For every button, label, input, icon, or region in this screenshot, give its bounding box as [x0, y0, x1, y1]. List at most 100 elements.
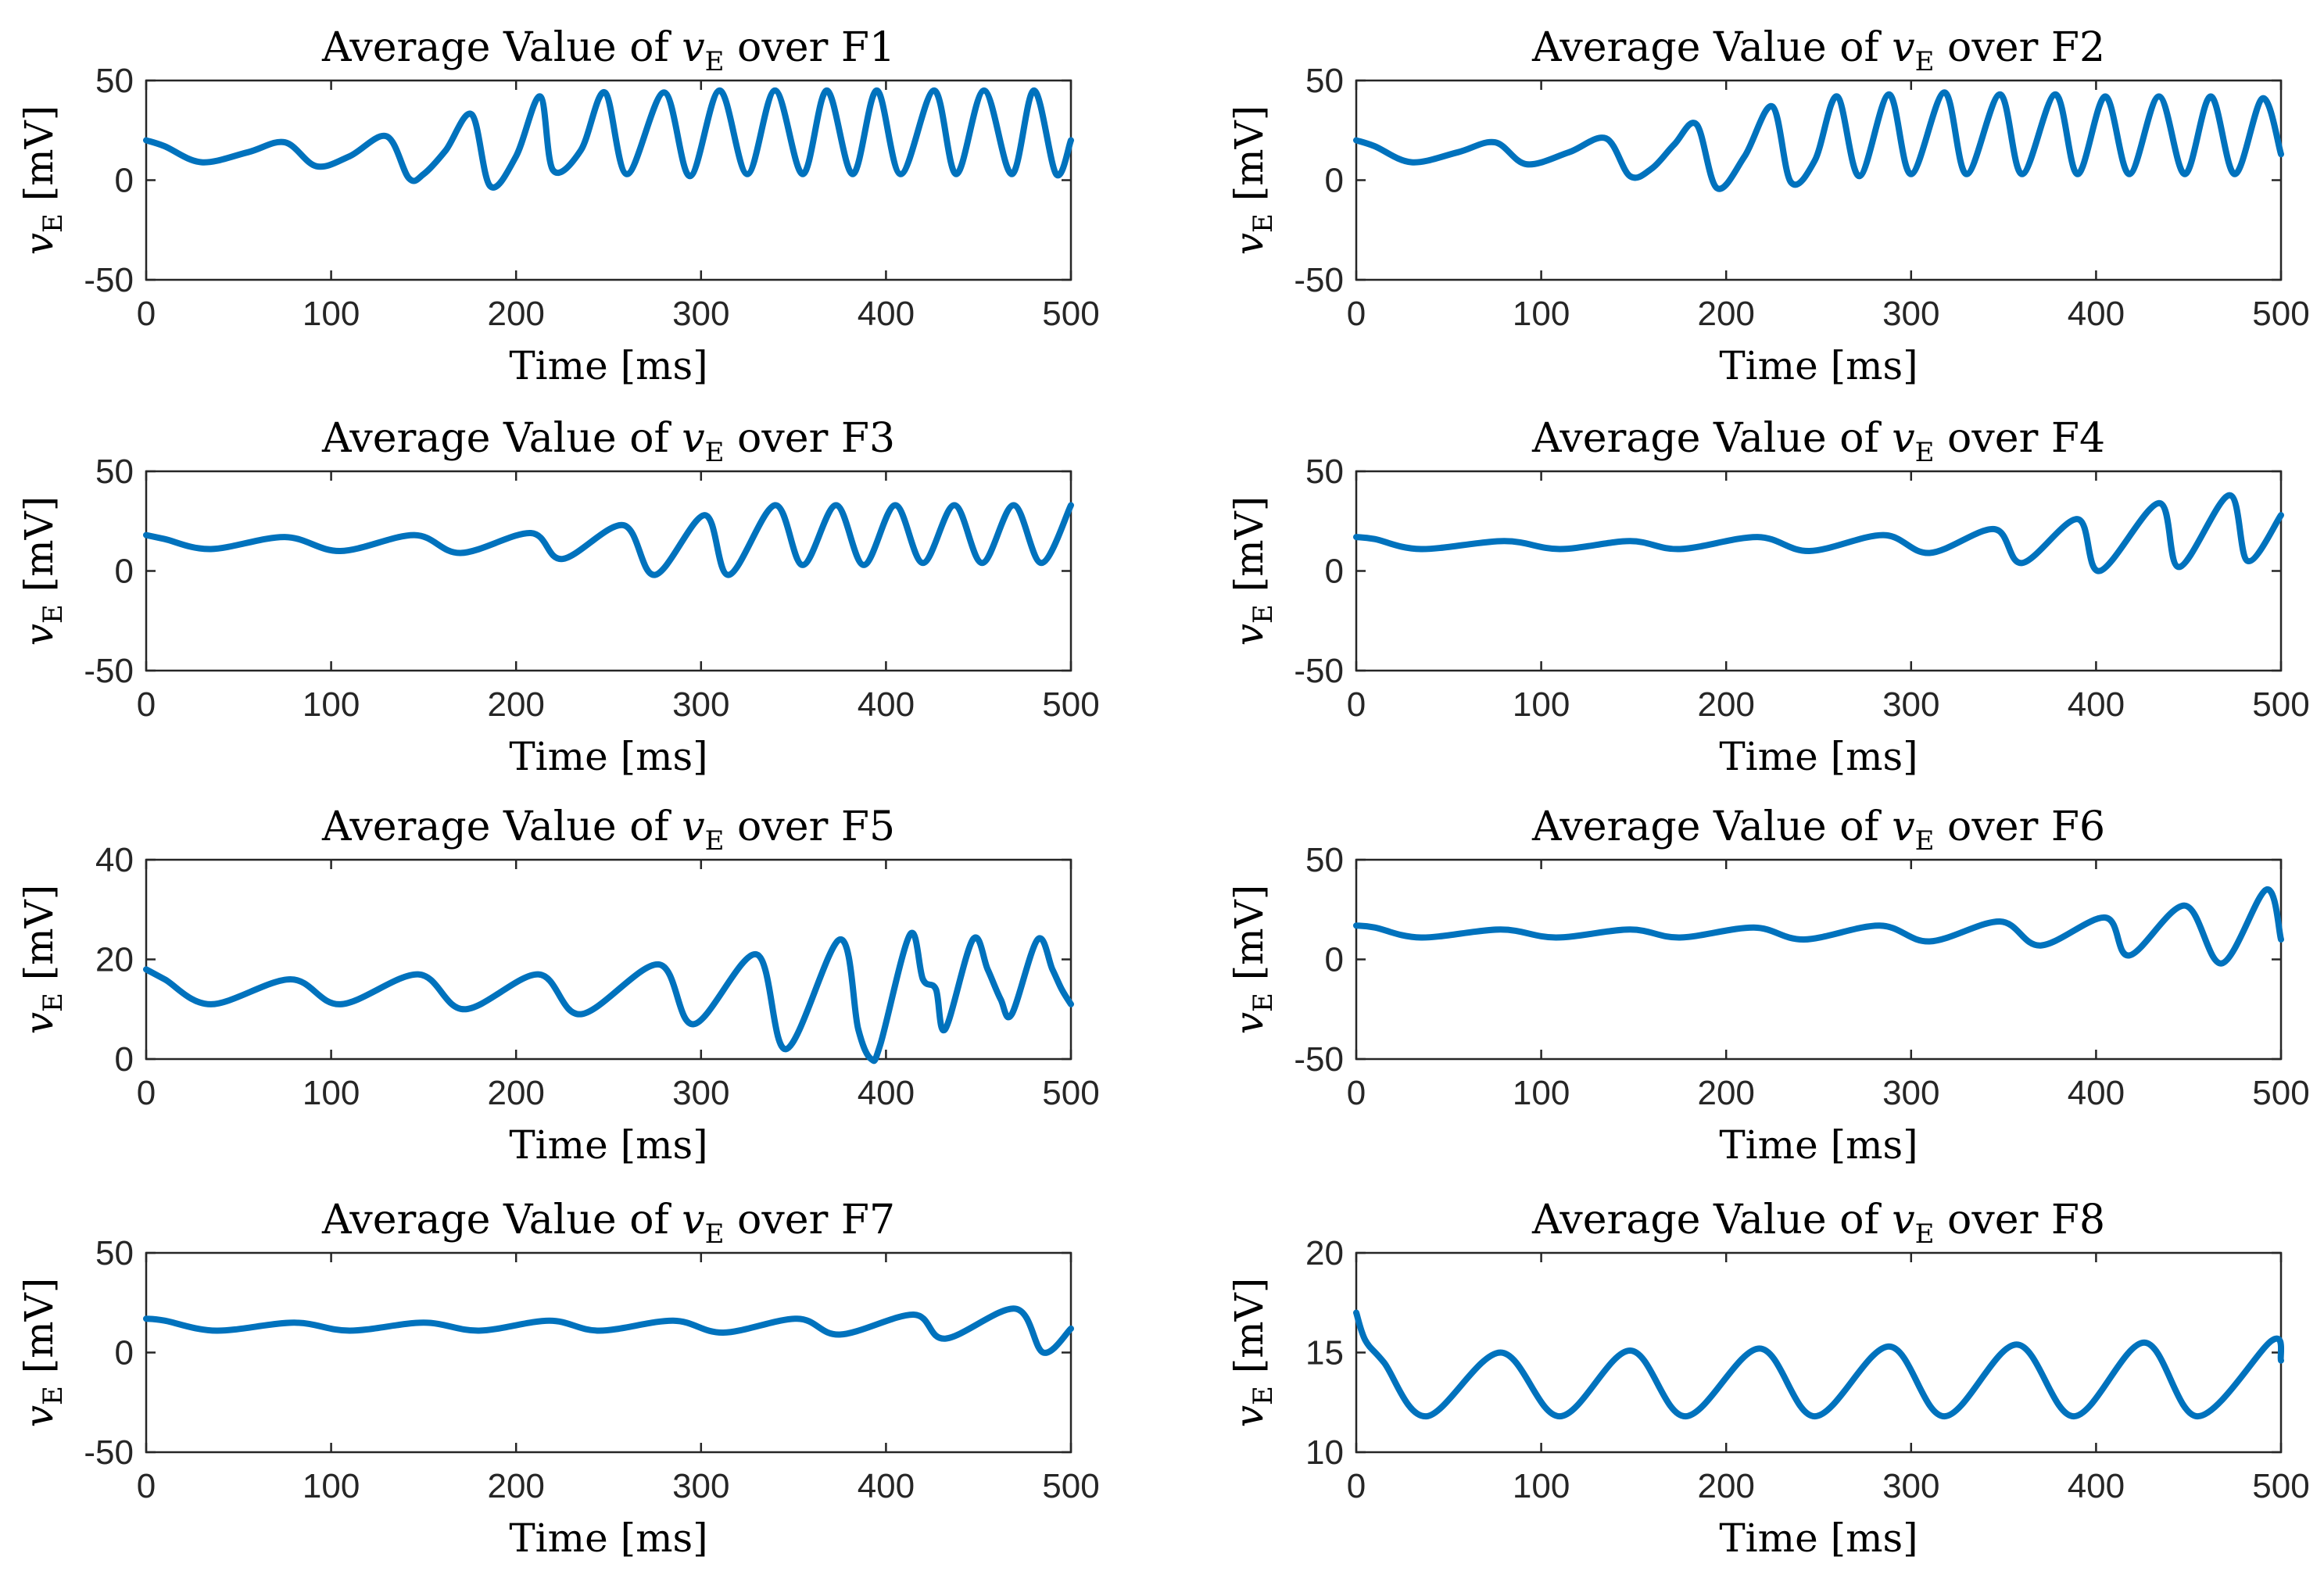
chart-4-axes-box: [145, 858, 1072, 1061]
chart-2-title-suffix: over F3: [725, 415, 896, 462]
chart-4-ytick-label: 40: [95, 841, 134, 879]
chart-6-ytick-label: -50: [84, 1433, 134, 1472]
chart-2-ylabel-unit: [mV]: [16, 496, 62, 604]
chart-3-ylabel-var: v: [1226, 624, 1272, 646]
chart-7: 0 100 200 300 400 500 10 15 20 Average Value of v…: [1226, 1197, 2310, 1561]
chart-5-title-prefix: Average Value of: [1531, 803, 1892, 850]
chart-3-ylabel-unit: [mV]: [1226, 496, 1272, 604]
chart-4-ylabel-var: v: [16, 1012, 62, 1034]
chart-1-xtick-label: 500: [2252, 295, 2309, 333]
chart-2-title-prefix: Average Value of: [321, 415, 682, 462]
chart-5-xtick-label: 400: [2068, 1074, 2125, 1112]
chart-3-title-suffix: over F4: [1935, 415, 2106, 462]
chart-0-title-prefix: Average Value of: [321, 24, 682, 71]
chart-5-xtick-label: 100: [1513, 1074, 1570, 1112]
chart-2-xtick-label: 100: [303, 685, 360, 724]
chart-6-axes-box: [145, 1251, 1072, 1454]
chart-2-ytick-label: -50: [84, 652, 134, 690]
chart-5-ylabel-unit: [mV]: [1226, 885, 1272, 993]
chart-0-xtick-label: 200: [487, 295, 544, 333]
chart-3-series-line-0: [1353, 492, 2284, 574]
chart-2-xlabel: Time [ms]: [509, 734, 707, 779]
chart-1-xlabel: Time [ms]: [1719, 343, 1918, 388]
chart-1-title-prefix: Average Value of: [1531, 24, 1892, 71]
chart-4-xtick-label: 100: [303, 1074, 360, 1112]
chart-7-xtick-label: 200: [1697, 1467, 1754, 1505]
chart-6-title-sub: E: [705, 1218, 725, 1250]
chart-0-title-var: v: [682, 24, 704, 71]
chart-4-title-sub: E: [705, 825, 725, 857]
chart-0-xtick-label: 500: [1042, 295, 1099, 333]
chart-4-title: Average Value of vE over F5: [321, 803, 895, 857]
chart-0-ylabel-var: v: [16, 233, 62, 255]
chart-3-ytick-label: -50: [1294, 652, 1344, 690]
chart-1-xtick-label: 100: [1513, 295, 1570, 333]
chart-1-ytick-label: 50: [1305, 62, 1344, 100]
chart-4-ytick-label: 20: [95, 941, 134, 979]
chart-5-title-sub: E: [1915, 825, 1935, 857]
chart-3-xtick-label: 200: [1697, 685, 1754, 724]
chart-7-xtick-label: 300: [1882, 1467, 1939, 1505]
chart-0-xtick-label: 300: [672, 295, 729, 333]
chart-6-ylabel-unit: [mV]: [16, 1278, 62, 1386]
chart-7-xtick-label: 500: [2252, 1467, 2309, 1505]
chart-4-xtick-label: 300: [672, 1074, 729, 1112]
chart-5-ylabel-var: v: [1226, 1012, 1272, 1034]
chart-7-ytick-label: 20: [1305, 1234, 1344, 1272]
chart-6-xlabel: Time [ms]: [509, 1515, 707, 1561]
chart-5-xtick-label: 200: [1697, 1074, 1754, 1112]
chart-0-xtick-label: 400: [858, 295, 915, 333]
chart-7-xlabel: Time [ms]: [1719, 1515, 1918, 1561]
chart-1-ylabel-var: v: [1226, 233, 1272, 255]
chart-5-title: Average Value of vE over F6: [1531, 803, 2105, 857]
chart-4-xtick-label: 0: [137, 1074, 156, 1112]
chart-5-ylabel: vE [mV]: [1226, 885, 1279, 1035]
chart-5-ytick-label: 0: [1325, 941, 1344, 979]
chart-4-title-prefix: Average Value of: [321, 803, 682, 850]
chart-0-ylabel-sub: E: [38, 213, 69, 233]
chart-3-xtick-label: 0: [1347, 685, 1366, 724]
chart-1-title: Average Value of vE over F2: [1531, 24, 2105, 77]
chart-0-title-sub: E: [705, 46, 725, 77]
chart-3-axes-box: [1355, 470, 2283, 672]
chart-0-xtick-label: 100: [303, 295, 360, 333]
chart-3-xtick-label: 100: [1513, 685, 1570, 724]
chart-0-title-suffix: over F1: [725, 24, 896, 71]
chart-3-xtick-label: 500: [2252, 685, 2309, 724]
chart-7-ylabel-unit: [mV]: [1226, 1278, 1272, 1386]
chart-4-ylabel: vE [mV]: [16, 885, 69, 1035]
chart-4-title-suffix: over F5: [725, 803, 896, 850]
chart-2-title-var: v: [682, 415, 704, 462]
chart-3-ytick-label: 50: [1305, 453, 1344, 491]
chart-0-ytick-label: 50: [95, 62, 134, 100]
chart-5-title-var: v: [1892, 803, 1914, 850]
chart-1-axes-box: [1355, 79, 2283, 281]
chart-6-xtick-label: 400: [858, 1467, 915, 1505]
chart-2-ytick-label: 50: [95, 453, 134, 491]
chart-4-xlabel: Time [ms]: [509, 1122, 707, 1168]
chart-3-xlabel: Time [ms]: [1719, 734, 1918, 779]
chart-5-ylabel-sub: E: [1248, 993, 1279, 1012]
chart-1-title-var: v: [1892, 24, 1914, 71]
chart-2-series-line-0: [143, 502, 1074, 578]
chart-7-ylabel-var: v: [1226, 1405, 1272, 1427]
chart-7-ylabel-sub: E: [1248, 1386, 1279, 1405]
chart-6-xtick-label: 500: [1042, 1467, 1099, 1505]
chart-2-title: Average Value of vE over F3: [321, 415, 895, 468]
chart-6-ylabel-sub: E: [38, 1386, 69, 1405]
chart-1-ylabel-sub: E: [1248, 213, 1279, 233]
chart-1-xtick-label: 400: [2068, 295, 2125, 333]
chart-5-ytick-label: 50: [1305, 841, 1344, 879]
chart-7-title: Average Value of vE over F8: [1531, 1197, 2105, 1250]
chart-6-xtick-label: 200: [487, 1467, 544, 1505]
chart-0-ytick-label: 0: [115, 162, 134, 200]
chart-2-xtick-label: 500: [1042, 685, 1099, 724]
chart-7-title-prefix: Average Value of: [1531, 1197, 1892, 1244]
chart-5-xtick-label: 500: [2252, 1074, 2309, 1112]
chart-3-ytick-label: 0: [1325, 553, 1344, 591]
chart-5-xlabel: Time [ms]: [1719, 1122, 1918, 1168]
chart-2-xtick-label: 0: [137, 685, 156, 724]
